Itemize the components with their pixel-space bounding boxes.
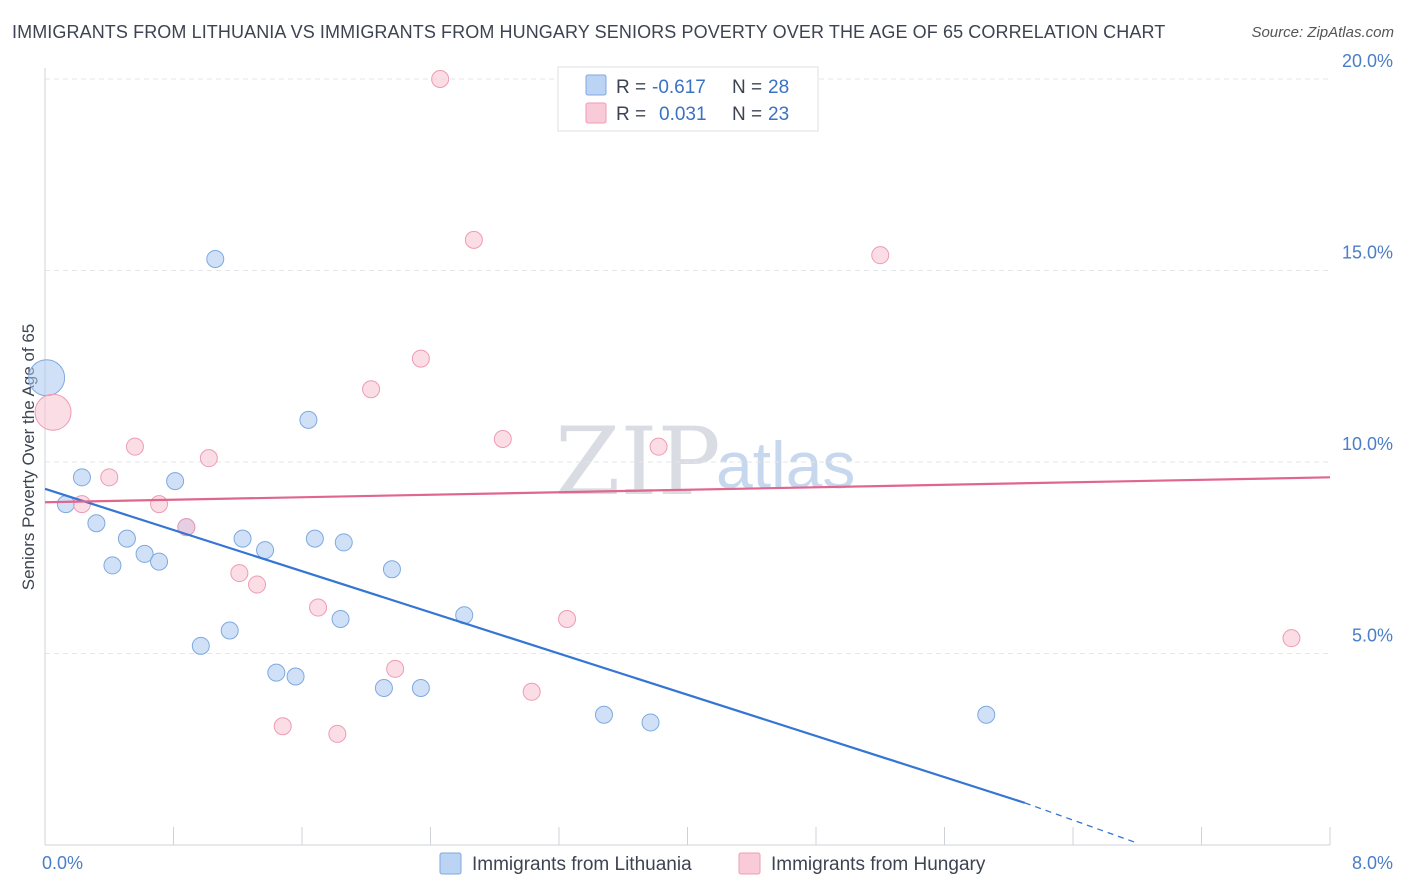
point-hungary [34,393,72,431]
legend-n-label-2: N = [732,104,762,125]
point-hungary [328,724,347,743]
watermark-atlas: atlas [716,428,855,502]
point-lithuania [150,552,169,571]
point-lithuania [641,713,660,732]
y-tick-label: 5.0% [1352,626,1393,646]
point-hungary [309,598,328,617]
point-lithuania [103,556,122,575]
point-hungary [125,437,144,456]
point-lithuania [299,410,318,429]
legend-n-value-1: 28 [768,77,789,98]
point-lithuania [220,621,239,640]
point-lithuania [331,610,350,629]
trend-line-lithuania-extension [1024,802,1138,844]
legend-n-label-1: N = [732,77,762,98]
point-hungary [522,682,541,701]
legend-swatch-lithuania [585,74,607,96]
point-lithuania [72,468,91,487]
legend-r-label-2: R = [616,104,646,125]
point-lithuania [286,667,305,686]
chart-title: IMMIGRANTS FROM LITHUANIA VS IMMIGRANTS … [12,22,1166,42]
point-hungary [273,717,292,736]
point-hungary [362,380,381,399]
point-lithuania [206,250,225,269]
trend-line-hungary [44,476,1331,504]
point-lithuania [87,514,106,533]
point-lithuania [267,663,286,682]
point-lithuania [594,705,613,724]
point-hungary [177,518,196,537]
point-hungary [871,246,890,265]
legend-r-value-1: -0.617 [652,77,706,98]
point-lithuania [135,544,154,563]
point-hungary [649,437,668,456]
series-legend-lithuania: Immigrants from Lithuania [472,854,692,875]
data-points [28,70,1301,743]
x-ticks [173,827,1331,845]
point-hungary [411,349,430,368]
point-lithuania [411,678,430,697]
point-hungary [230,564,249,583]
legend-n-value-2: 23 [768,104,789,125]
x-tick-label: 0.0% [42,853,83,873]
y-tick-label: 15.0% [1342,243,1393,263]
point-hungary [464,230,483,249]
point-lithuania [191,636,210,655]
point-lithuania [256,541,275,560]
x-tick-labels: 0.0% 8.0% [42,853,1393,873]
point-lithuania [305,529,324,548]
series-legend-swatch-hungary [738,852,761,875]
point-hungary [386,659,405,678]
legend-swatch-hungary [585,102,607,124]
point-lithuania [374,678,393,697]
point-lithuania [977,705,996,724]
point-lithuania [334,533,353,552]
point-lithuania [233,529,252,548]
y-tick-labels: 5.0% 10.0% 15.0% 20.0% [1342,51,1393,646]
y-tick-label: 10.0% [1342,434,1393,454]
legend-r-label-1: R = [616,77,646,98]
point-hungary [100,468,119,487]
point-lithuania [28,359,66,397]
correlation-legend: R = -0.617 N = 28 R = 0.031 N = 23 [557,66,819,132]
series-legend: Immigrants from Lithuania Immigrants fro… [439,852,986,875]
trend-line-lithuania [44,487,1026,804]
legend-r-value-2: 0.031 [659,104,707,125]
y-tick-label: 20.0% [1342,51,1393,71]
point-lithuania [117,529,136,548]
point-hungary [248,575,267,594]
point-hungary [1282,629,1301,648]
series-legend-hungary: Immigrants from Hungary [771,854,986,875]
point-hungary [199,449,218,468]
x-tick-label: 8.0% [1352,853,1393,873]
trend-lines [44,476,1331,844]
point-hungary [493,430,512,449]
point-lithuania [166,472,185,491]
source-credit: Source: ZipAtlas.com [1251,24,1394,41]
point-hungary [431,70,450,88]
point-lithuania [382,560,401,579]
series-legend-swatch-lithuania [439,852,462,875]
point-hungary [558,610,577,629]
point-hungary [150,495,169,514]
